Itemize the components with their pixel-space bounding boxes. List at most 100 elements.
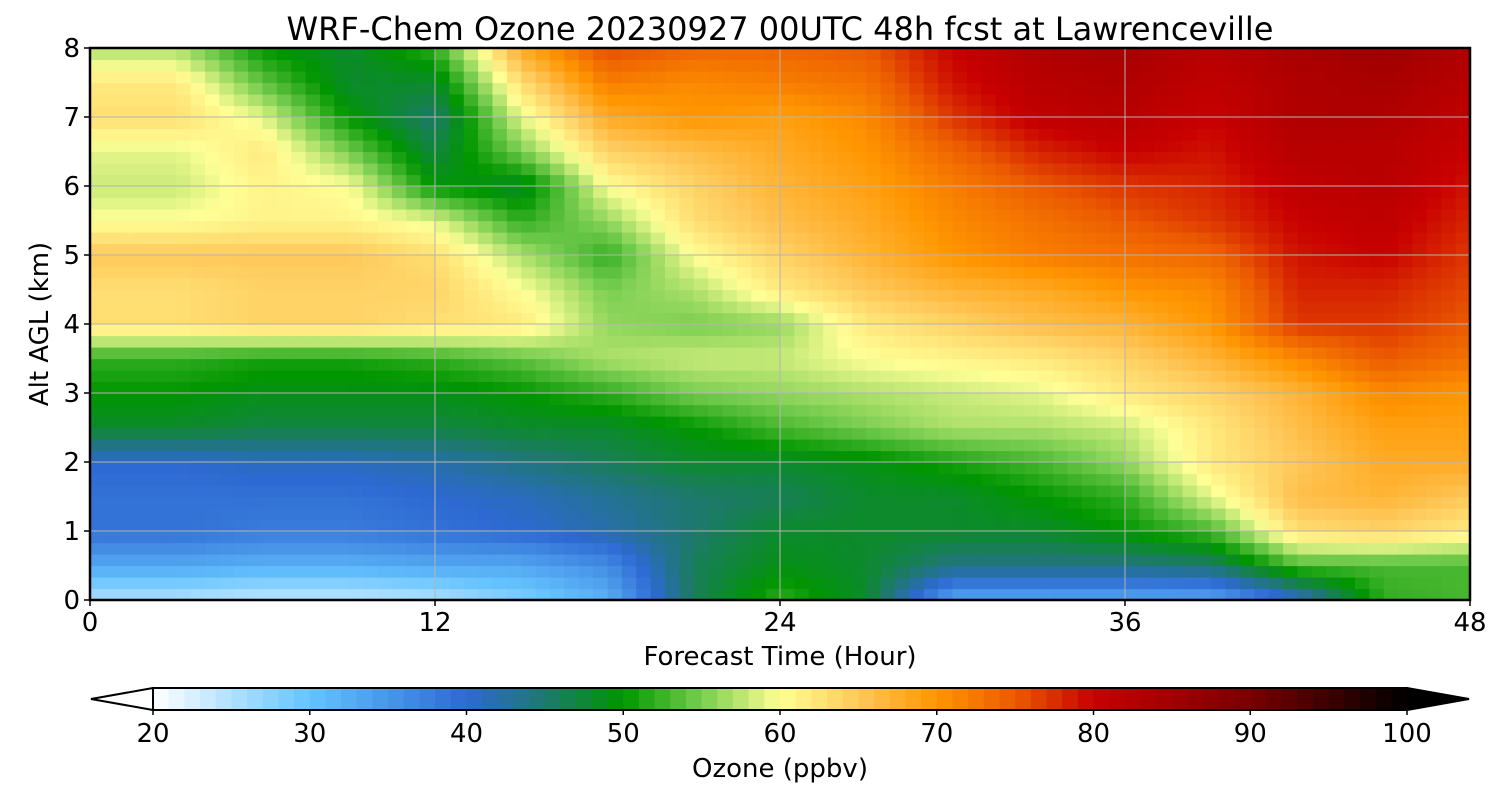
- heatmap-cell: [880, 289, 896, 302]
- heatmap-cell: [1225, 404, 1241, 417]
- heatmap-cell: [1010, 266, 1025, 279]
- heatmap-cell: [176, 232, 192, 245]
- heatmap-cell: [708, 416, 724, 429]
- heatmap-cell: [492, 335, 508, 348]
- heatmap-cell: [1153, 542, 1169, 555]
- heatmap-cell: [1268, 163, 1284, 176]
- heatmap-cell: [348, 485, 364, 498]
- heatmap-cell: [463, 140, 479, 153]
- heatmap-cell: [736, 370, 752, 383]
- heatmap-cell: [665, 404, 680, 417]
- heatmap-cell: [1283, 393, 1299, 406]
- heatmap-cell: [593, 554, 609, 567]
- heatmap-cell: [837, 312, 853, 325]
- heatmap-cell: [1441, 232, 1457, 245]
- colorbar-label: Ozone (ppbv): [692, 754, 868, 784]
- heatmap-cell: [1268, 197, 1284, 210]
- heatmap-cell: [161, 393, 177, 406]
- colorbar-swatch: [1140, 688, 1157, 710]
- heatmap-cell: [1240, 105, 1255, 118]
- heatmap-cell: [650, 163, 666, 176]
- heatmap-cell: [1182, 220, 1198, 233]
- heatmap-cell: [1010, 393, 1025, 406]
- heatmap-cell: [463, 393, 479, 406]
- heatmap-cell: [1383, 301, 1399, 314]
- heatmap-cell: [1168, 128, 1184, 141]
- heatmap-cell: [291, 301, 307, 314]
- heatmap-cell: [1297, 255, 1313, 268]
- heatmap-cell: [1355, 347, 1370, 360]
- heatmap-cell: [305, 186, 321, 199]
- heatmap-cell: [708, 232, 724, 245]
- heatmap-cell: [391, 151, 407, 164]
- heatmap-cell: [1283, 163, 1299, 176]
- heatmap-cell: [1067, 370, 1083, 383]
- heatmap-cell: [808, 163, 824, 176]
- heatmap-cell: [708, 266, 724, 279]
- heatmap-cell: [305, 496, 321, 509]
- heatmap-cell: [923, 508, 939, 521]
- heatmap-cell: [1340, 232, 1356, 245]
- heatmap-cell: [104, 370, 120, 383]
- heatmap-cell: [449, 186, 465, 199]
- heatmap-cell: [780, 324, 795, 337]
- heatmap-cell: [837, 186, 853, 199]
- heatmap-cell: [751, 289, 767, 302]
- heatmap-cell: [147, 186, 163, 199]
- heatmap-cell: [593, 565, 609, 578]
- heatmap-cell: [837, 381, 853, 394]
- heatmap-cell: [492, 82, 508, 95]
- heatmap-cell: [1268, 404, 1284, 417]
- heatmap-cell: [693, 301, 709, 314]
- heatmap-cell: [420, 94, 436, 107]
- heatmap-cell: [248, 128, 264, 141]
- colorbar-swatch: [780, 688, 797, 710]
- heatmap-cell: [923, 174, 939, 187]
- heatmap-cell: [1412, 94, 1428, 107]
- heatmap-cell: [1081, 427, 1097, 440]
- heatmap-cell: [205, 117, 220, 130]
- heatmap-cell: [1096, 117, 1112, 130]
- heatmap-cell: [693, 255, 709, 268]
- heatmap-cell: [1455, 312, 1470, 325]
- heatmap-cell: [923, 151, 939, 164]
- heatmap-cell: [90, 186, 105, 199]
- heatmap-cell: [1412, 531, 1428, 544]
- heatmap-cell: [233, 370, 249, 383]
- heatmap-cell: [478, 531, 494, 544]
- heatmap-cell: [90, 565, 105, 578]
- colorbar-swatch: [732, 688, 750, 710]
- heatmap-cell: [808, 427, 824, 440]
- colorbar-swatch: [388, 688, 405, 710]
- heatmap-cell: [1182, 404, 1198, 417]
- heatmap-cell: [1311, 278, 1327, 291]
- heatmap-cell: [952, 82, 968, 95]
- heatmap-cell: [1240, 266, 1255, 279]
- heatmap-cell: [1369, 266, 1385, 279]
- heatmap-cell: [262, 554, 278, 567]
- heatmap-cell: [262, 117, 278, 130]
- heatmap-cell: [506, 508, 522, 521]
- heatmap-cell: [1455, 439, 1470, 452]
- heatmap-cell: [1038, 370, 1054, 383]
- heatmap-cell: [176, 496, 192, 509]
- heatmap-cell: [205, 485, 220, 498]
- heatmap-cell: [435, 393, 450, 406]
- heatmap-cell: [765, 393, 781, 406]
- heatmap-cell: [190, 186, 206, 199]
- heatmap-cell: [650, 117, 666, 130]
- heatmap-cell: [492, 496, 508, 509]
- heatmap-cell: [535, 393, 551, 406]
- heatmap-cell: [1340, 542, 1356, 555]
- heatmap-cell: [147, 439, 163, 452]
- heatmap-cell: [895, 163, 910, 176]
- heatmap-cell: [995, 174, 1011, 187]
- heatmap-cell: [1441, 186, 1457, 199]
- heatmap-cell: [377, 232, 393, 245]
- heatmap-cell: [851, 174, 867, 187]
- heatmap-cell: [736, 243, 752, 256]
- heatmap-cell: [1340, 94, 1356, 107]
- heatmap-cell: [1168, 439, 1184, 452]
- heatmap-cell: [492, 59, 508, 72]
- heatmap-cell: [1225, 370, 1241, 383]
